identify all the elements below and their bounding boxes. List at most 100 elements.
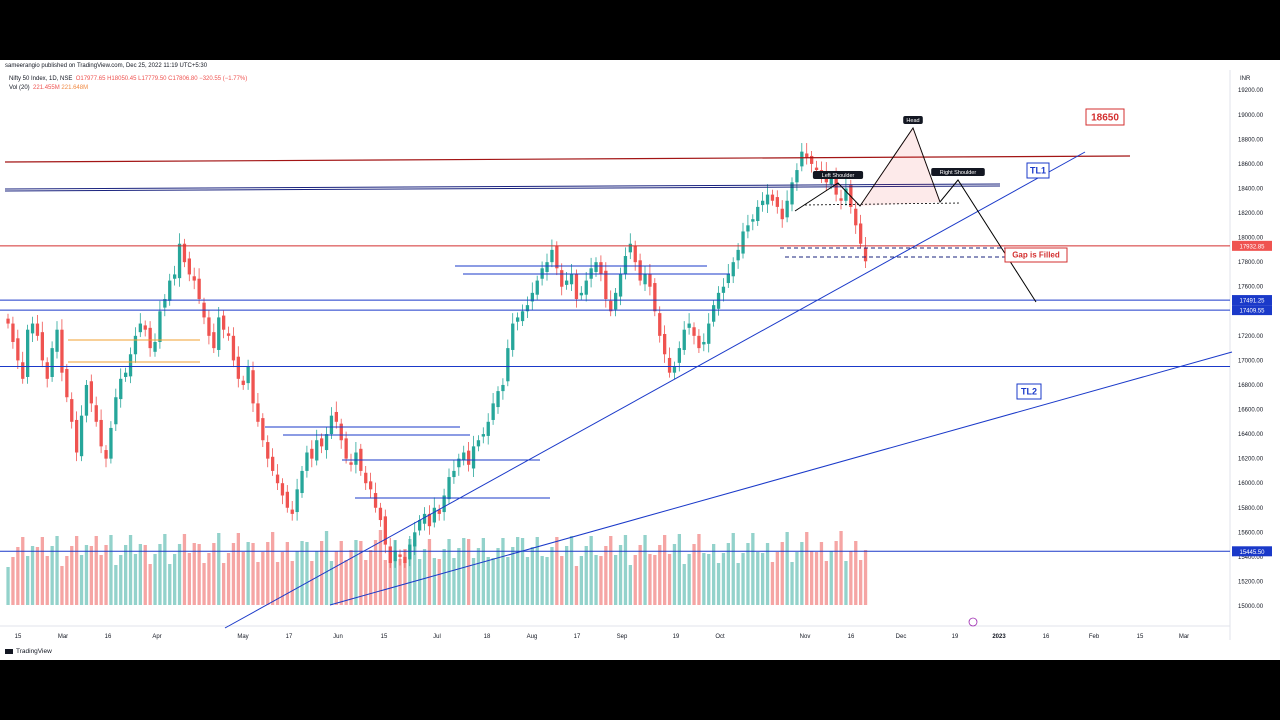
candle-body xyxy=(663,333,667,355)
tradingview-brand[interactable]: TradingView xyxy=(5,648,52,655)
candle-body xyxy=(349,462,353,465)
candle-body xyxy=(45,362,49,379)
y-tick-label: 18400.00 xyxy=(1238,186,1264,192)
candle-body xyxy=(741,231,745,254)
candle-body xyxy=(658,313,662,336)
volume-bar xyxy=(418,559,422,605)
candle-body xyxy=(163,299,167,308)
candle-body xyxy=(569,274,574,285)
volume-bar xyxy=(177,544,182,605)
x-tick-label: Feb xyxy=(1089,634,1100,640)
candle-body xyxy=(138,323,142,333)
chart[interactable]: 15000.00 15200.00 15400.00 15600.00 15800.00… xyxy=(0,60,1280,660)
volume-bar xyxy=(667,554,672,605)
volume-bar xyxy=(589,536,593,605)
volume-bar xyxy=(246,542,250,605)
candle-body xyxy=(780,208,784,220)
volume-bar xyxy=(364,560,368,605)
volume-bar xyxy=(829,551,833,605)
y-tick-label: 16600.00 xyxy=(1238,408,1264,414)
x-tick-label: 18 xyxy=(484,634,491,640)
change-value: −320.55 (−1.77%) xyxy=(199,76,248,82)
candle-body xyxy=(383,516,387,545)
candle-body xyxy=(241,380,245,385)
y-tick-label: 18200.00 xyxy=(1238,211,1264,217)
volume-bar xyxy=(731,533,735,605)
candle-body xyxy=(21,362,25,379)
volume-bar xyxy=(383,560,387,605)
volume-bar xyxy=(55,536,59,605)
candle-body xyxy=(60,329,64,373)
volume-bar xyxy=(413,540,417,605)
candle-body xyxy=(305,452,309,471)
volume-bar xyxy=(236,533,240,605)
volume-bar xyxy=(633,555,637,605)
volume-bar xyxy=(628,565,632,605)
candle-body xyxy=(236,356,240,379)
head-fill xyxy=(860,128,940,206)
volume-bar xyxy=(432,558,436,605)
candle-body xyxy=(716,292,721,309)
volume-bar xyxy=(153,554,157,605)
volume-bar xyxy=(398,559,402,605)
candle-body xyxy=(246,366,250,384)
candle-body xyxy=(614,292,618,310)
x-tick-label: 15 xyxy=(1137,634,1144,640)
head-label-bg xyxy=(903,116,923,124)
y-tick-label: 15800.00 xyxy=(1238,506,1264,512)
volume-bar xyxy=(378,530,383,605)
volume-bar xyxy=(442,549,446,605)
volume-bar xyxy=(780,542,784,605)
volume-bar xyxy=(75,536,79,605)
volume-bar xyxy=(26,556,30,605)
x-tick-label: Mar xyxy=(58,634,68,640)
candle-body xyxy=(457,458,461,468)
volume-bar xyxy=(599,556,603,605)
candle-body xyxy=(525,305,530,312)
volume-bar xyxy=(457,548,461,605)
volume-bar xyxy=(692,544,696,605)
candle-body xyxy=(432,507,436,523)
candle-body xyxy=(452,470,456,478)
candle-body xyxy=(623,256,628,275)
candle-body xyxy=(310,448,314,459)
volume-bar xyxy=(682,564,686,605)
candle-body xyxy=(574,274,579,299)
candle-body xyxy=(388,546,392,564)
candle-body xyxy=(30,323,35,334)
candle-body xyxy=(50,348,54,377)
volume-bar xyxy=(511,547,515,605)
volume-bar xyxy=(550,547,554,605)
candle-body xyxy=(339,423,343,441)
price-badge xyxy=(1232,295,1272,306)
candle-body xyxy=(462,452,466,461)
price-badge-text: 17491.25 xyxy=(1239,299,1265,305)
candle-body xyxy=(761,200,765,206)
volume-bar xyxy=(565,546,569,605)
candle-body xyxy=(702,341,706,345)
volume-bar xyxy=(844,561,848,605)
volume-legend: Vol (20) 221.455M 221.648M xyxy=(9,85,88,91)
candle-body xyxy=(75,419,79,453)
candle-body xyxy=(790,182,794,205)
high-value: H18050.45 xyxy=(107,76,137,82)
candle-body xyxy=(373,493,378,508)
volume-bar xyxy=(261,552,265,605)
candle-body xyxy=(638,260,642,281)
volume-bar xyxy=(163,534,167,605)
volume-bar xyxy=(275,562,280,605)
low-value: L17779.50 xyxy=(138,76,167,82)
left-shoulder-label-bg xyxy=(812,171,864,179)
candle-body xyxy=(604,270,608,299)
volume-bar xyxy=(746,543,750,605)
y-tick-label: 19200.00 xyxy=(1238,88,1264,94)
y-tick-label: 17200.00 xyxy=(1238,334,1264,340)
volume-bar xyxy=(751,533,755,605)
volume-bar xyxy=(241,552,245,605)
volume-bar xyxy=(182,534,187,605)
volume-bar xyxy=(770,562,775,605)
candle-body xyxy=(114,397,118,425)
tl2-label: TL2 xyxy=(1021,387,1037,397)
volume-bar xyxy=(344,560,348,605)
candle-body xyxy=(550,249,554,263)
